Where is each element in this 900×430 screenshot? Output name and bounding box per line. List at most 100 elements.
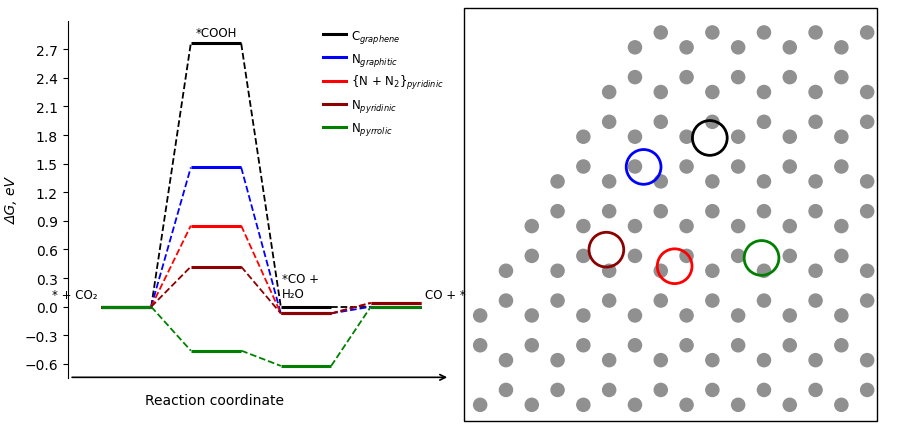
Circle shape [809,264,822,278]
Circle shape [680,42,693,55]
Circle shape [654,354,667,367]
Circle shape [835,220,848,233]
Circle shape [732,250,744,263]
Circle shape [628,339,642,352]
Circle shape [628,131,642,144]
Circle shape [628,398,642,412]
Circle shape [680,250,693,263]
Circle shape [654,205,667,218]
Circle shape [706,384,719,396]
Circle shape [680,160,693,174]
Circle shape [680,131,693,144]
Circle shape [835,339,848,352]
Circle shape [860,175,874,188]
Circle shape [603,205,616,218]
Circle shape [758,116,770,129]
Circle shape [654,384,667,396]
Circle shape [551,354,564,367]
Circle shape [809,384,822,396]
Circle shape [680,309,693,322]
Circle shape [526,309,538,322]
Y-axis label: ΔG, eV: ΔG, eV [4,176,19,224]
Circle shape [473,309,487,322]
Circle shape [758,384,770,396]
Circle shape [706,264,719,278]
Circle shape [783,71,796,84]
Circle shape [758,264,770,278]
Circle shape [783,42,796,55]
Circle shape [860,205,874,218]
Circle shape [783,160,796,174]
Circle shape [654,27,667,40]
Circle shape [809,294,822,307]
Circle shape [680,220,693,233]
Circle shape [654,264,667,278]
Circle shape [783,309,796,322]
Circle shape [758,86,770,99]
Circle shape [860,116,874,129]
Circle shape [835,71,848,84]
Circle shape [835,131,848,144]
Circle shape [783,220,796,233]
Circle shape [654,175,667,188]
Circle shape [526,398,538,412]
X-axis label: Reaction coordinate: Reaction coordinate [145,393,284,407]
Circle shape [500,294,512,307]
Circle shape [809,354,822,367]
Circle shape [551,175,564,188]
Circle shape [603,384,616,396]
Circle shape [628,309,642,322]
Circle shape [654,294,667,307]
Text: CO + *: CO + * [425,289,465,301]
Circle shape [577,398,590,412]
Circle shape [706,294,719,307]
Circle shape [758,205,770,218]
Circle shape [835,309,848,322]
Circle shape [860,354,874,367]
Circle shape [628,160,642,174]
Circle shape [500,354,512,367]
Circle shape [706,354,719,367]
Circle shape [835,42,848,55]
Circle shape [577,160,590,174]
Circle shape [809,205,822,218]
Circle shape [526,250,538,263]
Circle shape [732,339,744,352]
Circle shape [809,116,822,129]
Circle shape [835,250,848,263]
Circle shape [706,116,719,129]
Circle shape [860,86,874,99]
Legend: C$_{graphene}$, N$_{graphitic}$, {N + N$_2$}$_{pyridinic}$, N$_{pyridinic}$, N$_: C$_{graphene}$, N$_{graphitic}$, {N + N$… [318,24,448,143]
Circle shape [809,175,822,188]
Text: * + CO₂: * + CO₂ [51,289,97,301]
Circle shape [758,354,770,367]
Circle shape [628,71,642,84]
Circle shape [860,264,874,278]
Circle shape [551,264,564,278]
Circle shape [732,71,744,84]
Circle shape [526,339,538,352]
Circle shape [603,116,616,129]
Circle shape [809,86,822,99]
Circle shape [732,42,744,55]
Circle shape [577,131,590,144]
Circle shape [758,27,770,40]
Circle shape [603,264,616,278]
Circle shape [500,264,512,278]
Circle shape [732,160,744,174]
Circle shape [473,339,487,352]
Circle shape [706,175,719,188]
Circle shape [835,160,848,174]
Circle shape [860,27,874,40]
Circle shape [603,86,616,99]
Circle shape [706,205,719,218]
Circle shape [732,398,744,412]
Circle shape [551,294,564,307]
Circle shape [577,220,590,233]
Circle shape [783,398,796,412]
Circle shape [706,86,719,99]
Circle shape [860,294,874,307]
Circle shape [783,250,796,263]
Circle shape [783,339,796,352]
Circle shape [603,175,616,188]
